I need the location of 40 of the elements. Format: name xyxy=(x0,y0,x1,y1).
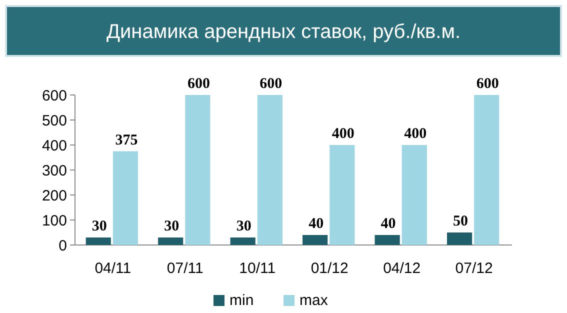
y-tick-label: 200 xyxy=(42,187,67,204)
bar xyxy=(86,238,111,245)
data-label: 400 xyxy=(404,126,427,142)
bar xyxy=(112,151,138,245)
bar xyxy=(185,95,210,245)
y-tick-label: 300 xyxy=(42,162,67,180)
data-label: 40 xyxy=(308,216,324,232)
data-label: 40 xyxy=(380,216,396,232)
bar xyxy=(302,235,328,245)
data-label: 600 xyxy=(187,76,210,92)
data-label: 30 xyxy=(236,218,252,234)
chart-title: Динамика арендных ставок, руб./кв.м. xyxy=(106,21,461,43)
legend-label: min xyxy=(230,292,254,309)
bar xyxy=(402,145,427,245)
data-label: 30 xyxy=(92,218,107,234)
bar xyxy=(330,145,355,245)
data-label: 600 xyxy=(476,76,499,92)
y-tick-label: 600 xyxy=(42,87,67,104)
x-tick-label: 10/11 xyxy=(239,260,276,277)
bar xyxy=(230,238,256,245)
x-tick-label: 07/12 xyxy=(455,260,493,277)
data-label: 600 xyxy=(260,76,282,92)
x-tick-label: 07/11 xyxy=(166,260,204,277)
y-tick-label: 500 xyxy=(42,112,67,130)
y-tick-label: 100 xyxy=(42,212,67,230)
y-tick-label: 0 xyxy=(58,237,67,254)
x-tick-label: 01/12 xyxy=(310,260,348,277)
legend-label: max xyxy=(300,292,328,309)
bar xyxy=(474,95,500,245)
bar xyxy=(374,235,400,245)
bar xyxy=(446,232,472,245)
x-tick-label: 04/11 xyxy=(94,260,132,277)
bar xyxy=(257,95,282,245)
data-label: 375 xyxy=(115,132,138,148)
data-label: 400 xyxy=(332,126,354,142)
data-label: 50 xyxy=(453,214,468,230)
bar xyxy=(158,238,184,245)
data-label: 30 xyxy=(164,218,180,234)
y-tick-label: 400 xyxy=(42,137,67,154)
x-tick-label: 04/12 xyxy=(383,260,421,277)
